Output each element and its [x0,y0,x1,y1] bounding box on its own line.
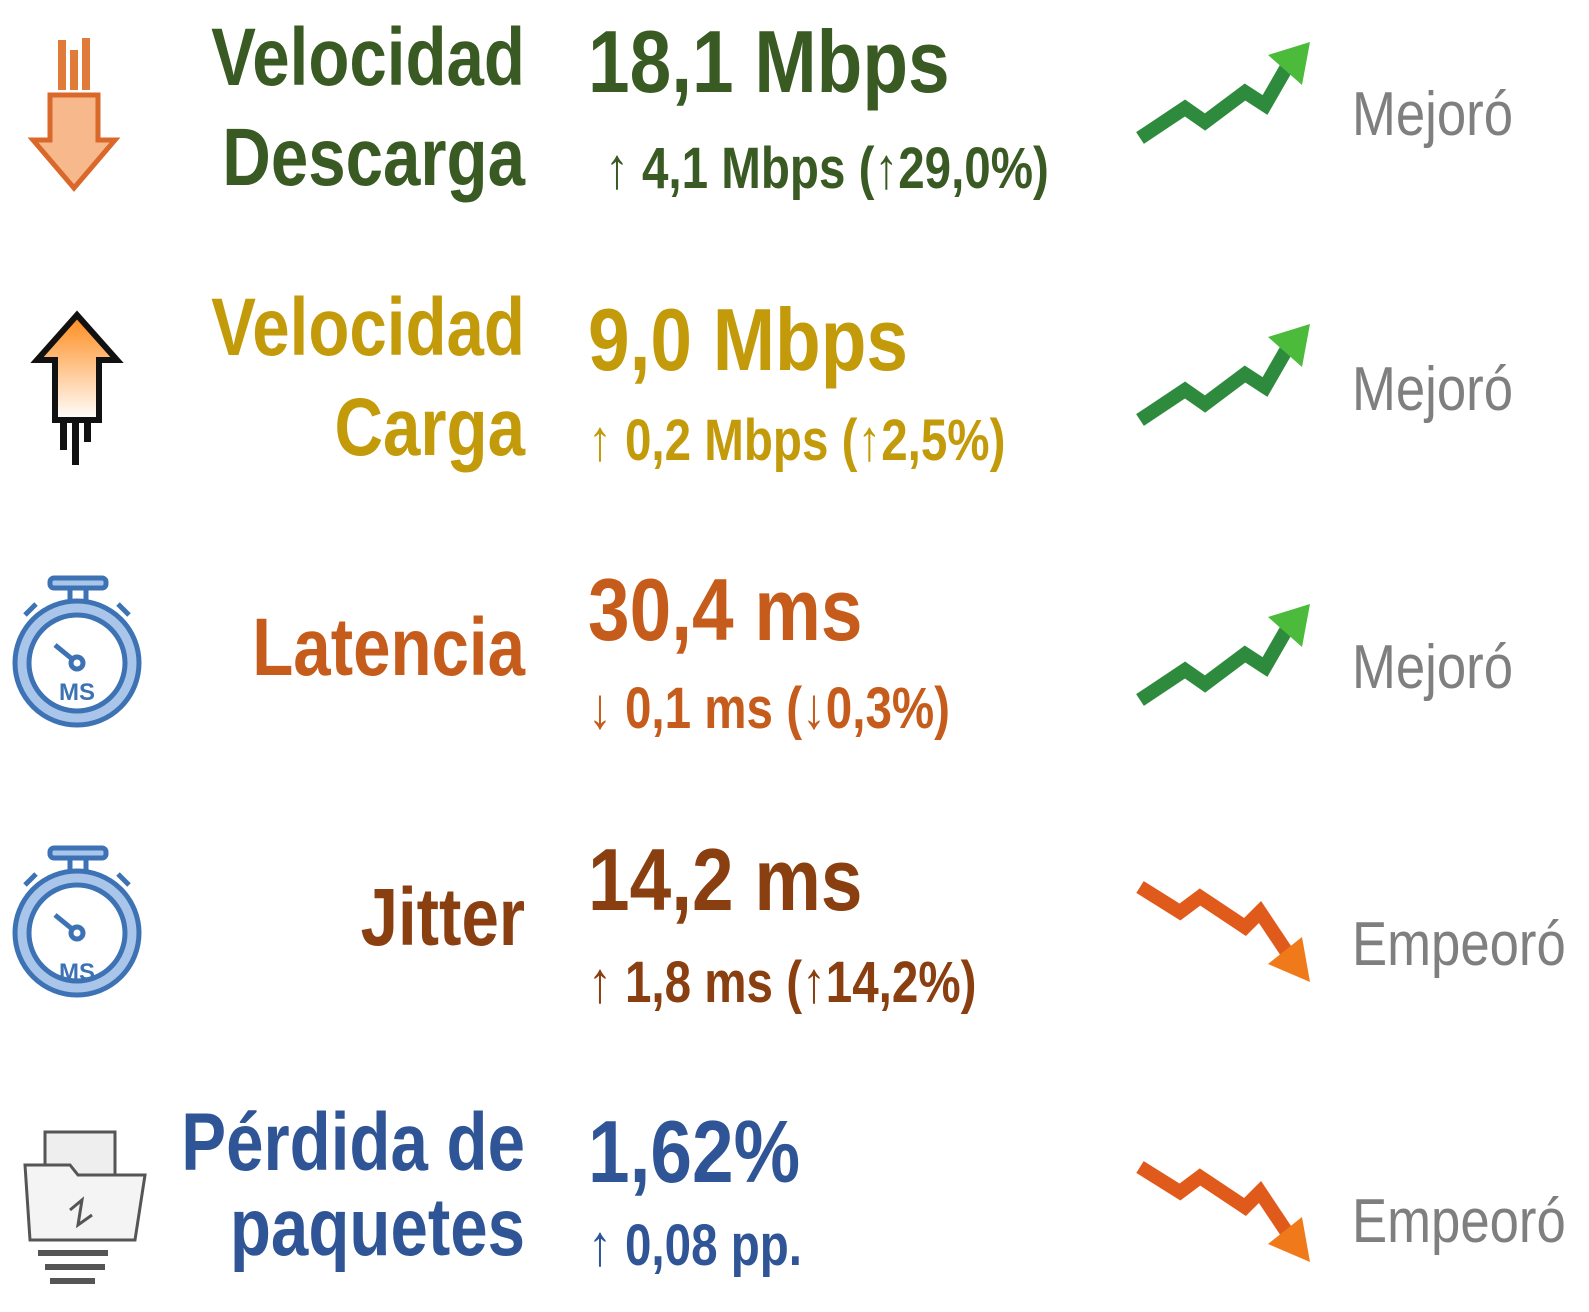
upload-icon [30,310,124,465]
status-label: Empeoró [1352,1187,1566,1256]
trend-down-head [1268,937,1310,982]
metric-label: Pérdida de [181,1096,525,1188]
icon-label: MS [59,959,95,986]
stopwatch-icon [12,575,142,728]
trend-up-head [1268,324,1310,367]
trend-up-head [1268,604,1310,647]
metric-label: paquetes [230,1181,525,1273]
trend-up-arrow [1136,61,1295,144]
metric-label: Velocidad [211,281,525,373]
metric-value: 30,4 ms [588,561,862,659]
metric-value: 9,0 Mbps [588,291,908,389]
metric-label: Carga [334,381,526,473]
trend-down-arrow [1136,881,1294,958]
trend-down-head [1268,1217,1310,1262]
icon-label: MS [59,679,95,706]
trend-down-arrow [1136,1161,1294,1238]
metric-value: 14,2 ms [588,831,862,929]
trend-up-arrow [1136,623,1295,706]
status-label: Mejoró [1352,633,1513,702]
download-icon [27,38,121,192]
status-label: Empeoró [1352,910,1566,979]
metric-change: ↑ 0,2 Mbps (↑2,5%) [588,409,1005,474]
stopwatch-icon [12,845,142,998]
trend-up-head [1268,42,1310,85]
trend-up-arrow [1136,343,1295,426]
status-label: Mejoró [1352,80,1513,149]
metric-change: ↓ 0,1 ms (↓0,3%) [588,677,950,742]
metric-label: Descarga [222,111,526,203]
metric-label: Velocidad [211,11,525,103]
metric-change: ↑ 1,8 ms (↑14,2%) [588,951,976,1016]
metric-label: Jitter [361,871,525,963]
metric-change: ↑ 4,1 Mbps (↑29,0%) [605,137,1049,202]
metric-value: 18,1 Mbps [588,13,950,111]
metric-change: ↑ 0,08 pp. [588,1214,802,1279]
status-label: Mejoró [1352,355,1513,424]
metric-label: Latencia [252,601,526,693]
packet-loss-icon [23,1130,147,1284]
metric-value: 1,62% [588,1103,800,1201]
